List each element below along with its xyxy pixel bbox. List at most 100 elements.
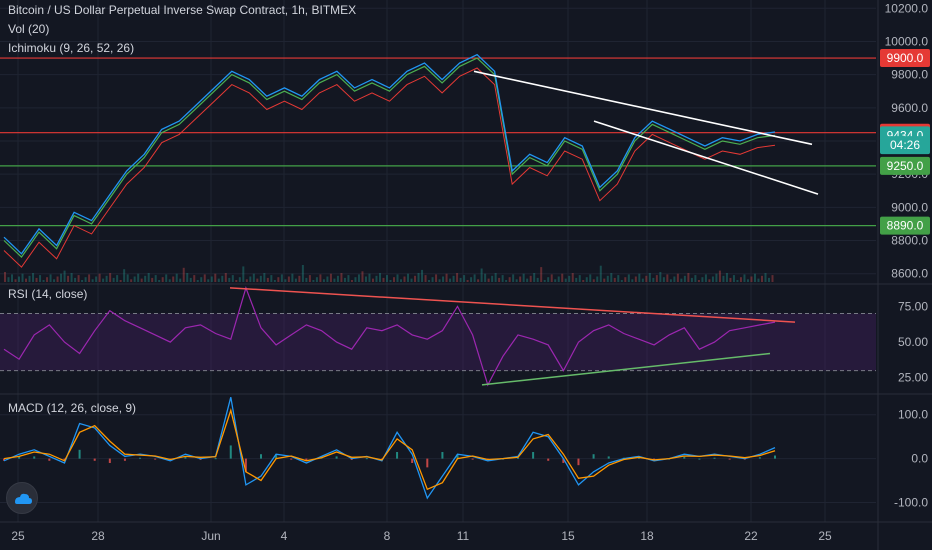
macd-histogram-bar (441, 452, 444, 459)
volume-bar (494, 273, 497, 282)
volume-bar (389, 280, 392, 282)
rsi-support-trendline (481, 352, 771, 386)
macd-histogram-bar (275, 454, 278, 459)
volume-bar (722, 275, 725, 282)
volume-bar (42, 280, 45, 282)
macd-histogram-bar (637, 457, 640, 459)
ichimoku-span-line (3, 57, 776, 259)
volume-bar (284, 279, 287, 282)
chart-title: Bitcoin / US Dollar Perpetual Inverse Sw… (8, 3, 357, 17)
volume-bar (732, 275, 735, 282)
macd-histogram-bar (456, 454, 459, 459)
volume-bar (95, 276, 98, 282)
volume-bar (554, 279, 557, 282)
volume-bar (154, 275, 157, 282)
volume-bar (280, 274, 283, 282)
volume-bar (589, 274, 592, 282)
volume-bar (91, 279, 94, 282)
volume-bar (203, 274, 206, 282)
macd-histogram-bar (758, 457, 761, 459)
volume-bar (161, 277, 164, 282)
volume-bar (673, 276, 676, 282)
volume-bar (466, 280, 469, 282)
volume-bar (354, 277, 357, 282)
macd-histogram-bar (562, 458, 565, 463)
price-axis-label: 9250.0 (880, 156, 930, 175)
ichimoku-baseline (3, 67, 776, 268)
tradingview-cloud-icon[interactable] (6, 482, 38, 514)
volume-bar (529, 275, 532, 282)
volume-bar (771, 275, 774, 282)
volume-bar (669, 279, 672, 282)
price-line (3, 53, 776, 255)
signal-line (3, 408, 776, 491)
volume-bar (704, 274, 707, 282)
volume-bar (165, 274, 168, 282)
rsi-line (3, 286, 776, 387)
volume-bar (193, 275, 196, 282)
volume-bar (610, 273, 613, 282)
volume-bar (147, 273, 150, 282)
volume-bar (568, 275, 571, 282)
price-axis-label-text: 9900.0 (887, 51, 924, 65)
volume-bar (519, 276, 522, 282)
macd-histogram-bar (244, 458, 247, 472)
volume-bar (582, 280, 585, 282)
volume-bar (14, 279, 17, 282)
volume-bar (301, 265, 304, 282)
price-axis-label-text: 04:26 (890, 138, 920, 152)
ichimoku-indicator-label: Ichimoku (9, 26, 52, 26) (8, 41, 135, 55)
volume-bar (445, 273, 448, 282)
volume-bar (680, 278, 683, 282)
volume-bar (308, 275, 311, 282)
volume-bar (319, 274, 322, 282)
volume-bar (739, 277, 742, 282)
volume-bar (305, 277, 308, 282)
price-tick-label: 10200.0 (885, 1, 929, 15)
volume-bar (725, 273, 728, 282)
volume-bar (421, 269, 424, 282)
volume-bar (641, 278, 644, 282)
volume-bar (35, 277, 38, 282)
volume-bar (312, 280, 315, 282)
macd-tick-label: 0.0 (911, 452, 928, 466)
volume-bar (340, 273, 343, 282)
volume-bar (105, 275, 108, 282)
macd-histogram-bar (154, 458, 157, 460)
volume-bar (638, 273, 641, 282)
macd-histogram-bar (471, 458, 474, 460)
volume-bar (245, 279, 248, 282)
volume-bar (543, 280, 546, 282)
volume-bar (67, 275, 70, 282)
volume-bar (259, 275, 262, 282)
macd-histogram-bar (728, 458, 731, 460)
volume-bar (746, 279, 749, 282)
volume-bar (456, 273, 459, 282)
macd-histogram-bar (139, 457, 142, 459)
volume-bar (753, 273, 756, 282)
price-axis-label-box (880, 216, 930, 235)
volume-bar (60, 273, 63, 282)
volume-bar (473, 274, 476, 282)
rsi-tick-label: 25.00 (898, 371, 928, 385)
volume-bar (385, 275, 388, 282)
volume-bar (56, 276, 59, 282)
volume-bar (382, 277, 385, 282)
volume-bar (438, 279, 441, 282)
volume-bar (326, 276, 329, 282)
volume-bar (508, 277, 511, 282)
price-tick-label: 8600.0 (891, 267, 928, 281)
volume-bar (767, 277, 770, 282)
volume-bar (617, 275, 620, 282)
rsi-indicator-label: RSI (14, close) (8, 287, 88, 301)
volume-bar (571, 273, 574, 282)
volume-bar (683, 275, 686, 282)
volume-bar (550, 274, 553, 282)
volume-bar (242, 266, 245, 282)
volume-bar (109, 273, 112, 282)
macd-histogram-bar (683, 456, 686, 459)
volume-bar (396, 274, 399, 282)
volume-bar (655, 275, 658, 282)
volume-bar (603, 278, 606, 282)
